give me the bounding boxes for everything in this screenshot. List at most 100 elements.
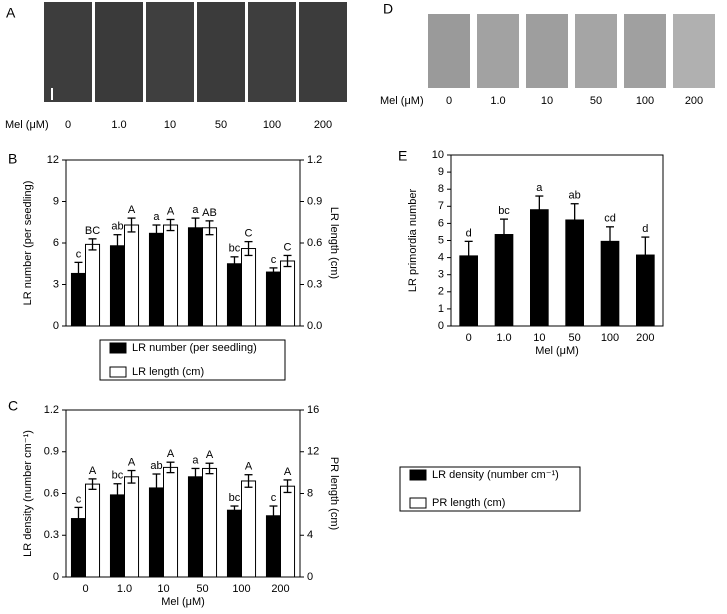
error-bar (74, 261, 83, 286)
y2-tick-label: 4 (307, 529, 313, 541)
error-bar (205, 220, 214, 236)
y-tick-label: 8 (438, 183, 444, 195)
y-tick-label: 0.6 (44, 487, 59, 499)
bar (226, 509, 243, 578)
significance-letter: ab (569, 190, 581, 202)
bar (85, 243, 101, 327)
x-tick-label: 0 (82, 583, 88, 595)
error-bar (230, 256, 239, 272)
bar (148, 232, 165, 327)
significance-letter: d (642, 223, 648, 235)
x-tick-label: 50 (569, 332, 581, 344)
plot-frame (450, 154, 664, 327)
error-bar (152, 224, 161, 243)
x-axis-label: Mel (μM) (161, 596, 205, 608)
significance-letter: C (245, 228, 253, 240)
error-bar (283, 479, 292, 494)
condition-label: 10 (164, 119, 176, 131)
plot-frame (65, 159, 301, 327)
y-tick-label: 10 (432, 149, 444, 161)
x-tick-label: 100 (601, 332, 619, 344)
y-tick-label: 0 (438, 320, 444, 332)
y2-tick-label: 8 (307, 487, 313, 499)
x-axis-label: Mel (μM) (535, 345, 579, 357)
y2-tick-label: 1.2 (307, 154, 322, 166)
y2-tick-label: 0.6 (307, 237, 322, 249)
y-tick-label: 0.9 (44, 446, 59, 458)
bar (163, 466, 179, 578)
significance-letter: A (167, 205, 175, 217)
x-tick-label: 1.0 (117, 583, 132, 595)
y-tick-label: 2 (438, 286, 444, 298)
significance-letter: ab (150, 460, 162, 472)
error-bar (570, 203, 579, 237)
y2-axis-label: LR length (cm) (328, 207, 340, 279)
panel-label: A (6, 5, 16, 21)
bar (124, 224, 140, 327)
y-tick-label: 6 (438, 217, 444, 229)
y-tick-label: 5 (438, 234, 444, 246)
bar (163, 224, 179, 327)
y-axis-label: LR density (number cm⁻¹) (22, 430, 34, 557)
photo (44, 2, 92, 102)
x-tick-label: 10 (157, 583, 169, 595)
bar (109, 245, 125, 327)
panel-label: D (383, 1, 393, 17)
condition-label: 200 (685, 95, 703, 107)
condition-label: 10 (541, 95, 553, 107)
panel-label: E (398, 148, 407, 164)
bar (187, 476, 204, 578)
photo (575, 14, 617, 88)
y-tick-label: 7 (438, 200, 444, 212)
y-tick-label: 0 (53, 320, 59, 332)
bar (280, 260, 296, 327)
photo (477, 14, 519, 88)
error-bar (283, 254, 292, 268)
y2-tick-label: 0.0 (307, 320, 322, 332)
photo (624, 14, 666, 88)
photo (299, 2, 347, 102)
legend-box (399, 466, 581, 512)
bar (241, 248, 257, 327)
y-axis-label: LR primordia number (407, 189, 419, 293)
y2-tick-label: 16 (307, 404, 319, 416)
x-tick-label: 50 (196, 583, 208, 595)
error-bar (166, 218, 175, 232)
condition-label: 200 (314, 119, 332, 131)
y-tick-label: 0.3 (44, 529, 59, 541)
condition-label: 1.0 (111, 119, 126, 131)
significance-letter: A (128, 456, 136, 468)
bar (85, 483, 101, 578)
condition-label: 100 (636, 95, 654, 107)
significance-letter: c (76, 493, 82, 505)
significance-letter: bc (112, 470, 124, 482)
x-tick-label: 0 (466, 332, 472, 344)
significance-letter: a (192, 454, 199, 466)
significance-letter: C (284, 241, 292, 253)
error-bar (230, 505, 239, 516)
legend-label: LR density (number cm⁻¹) (432, 469, 559, 481)
panel-label: B (8, 151, 17, 167)
y-tick-label: 1.2 (44, 404, 59, 416)
x-tick-label: 200 (271, 583, 289, 595)
photo-panel-d (428, 14, 715, 88)
y2-axis-label: PR length (cm) (328, 457, 340, 530)
condition-label: 1.0 (490, 95, 505, 107)
significance-letter: cd (604, 213, 616, 225)
error-bar (269, 505, 278, 527)
legend-label: LR length (cm) (132, 366, 204, 378)
significance-letter: A (167, 448, 175, 460)
x-tick-label: 1.0 (496, 332, 511, 344)
y-tick-label: 9 (53, 195, 59, 207)
bar (187, 227, 204, 327)
axis-label: Mel (μM) (380, 95, 424, 107)
bar (530, 209, 549, 327)
error-bar (500, 218, 508, 251)
condition-label: 50 (590, 95, 602, 107)
error-bar (113, 483, 122, 507)
significance-letter: ab (111, 221, 123, 233)
significance-letter: a (192, 204, 199, 216)
bar (241, 480, 257, 578)
y-tick-label: 3 (53, 278, 59, 290)
y-tick-label: 6 (53, 237, 59, 249)
